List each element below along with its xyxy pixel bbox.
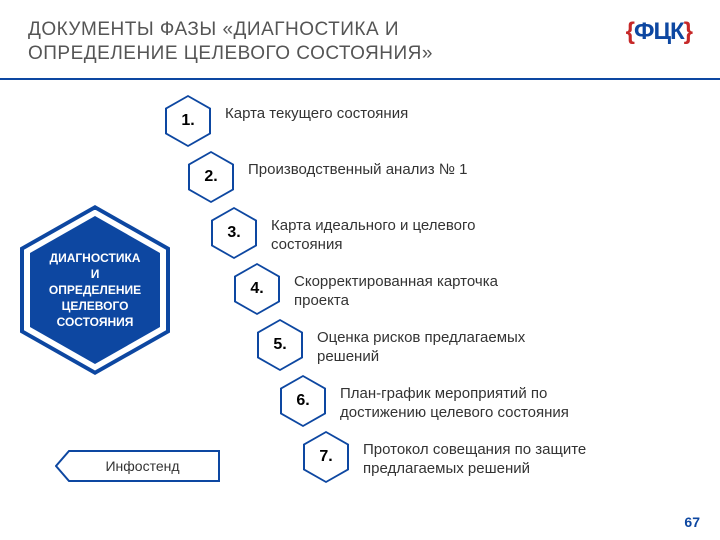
step-label: Карта идеального и целевого состояния [271,217,531,255]
step-label: Производственный анализ № 1 [248,161,467,180]
logo-right-bracket: } [684,18,692,45]
step-hexagon: 4. [234,263,280,315]
step-number: 1. [181,112,194,130]
header-divider [0,78,720,80]
info-stand-label: Инфостенд [55,458,220,474]
step-hexagon: 1. [165,95,211,147]
phase-hexagon-label: ДИАГНОСТИКА И ОПРЕДЕЛЕНИЕ ЦЕЛЕВОГО СОСТО… [49,250,141,331]
step-number: 6. [296,392,309,410]
step-number: 5. [273,336,286,354]
logo: {ФЦК} [626,18,692,46]
step-number: 7. [319,448,332,466]
phase-hexagon: ДИАГНОСТИКА И ОПРЕДЕЛЕНИЕ ЦЕЛЕВОГО СОСТО… [20,205,170,375]
page-title: ДОКУМЕНТЫ ФАЗЫ «ДИАГНОСТИКА И ОПРЕДЕЛЕНИ… [28,18,548,66]
step-label: Карта текущего состояния [225,105,408,124]
step-number: 3. [227,224,240,242]
logo-left-bracket: { [626,18,634,45]
logo-text: ФЦК [634,18,684,45]
info-stand-badge: Инфостенд [55,450,220,482]
step-hexagon: 5. [257,319,303,371]
step-hexagon: 6. [280,375,326,427]
step-number: 2. [204,168,217,186]
step-label: План-график мероприятий по достижению це… [340,385,600,423]
header: ДОКУМЕНТЫ ФАЗЫ «ДИАГНОСТИКА И ОПРЕДЕЛЕНИ… [0,0,720,74]
step-label: Оценка рисков предлагаемых решений [317,329,577,367]
step-hexagon: 3. [211,207,257,259]
step-number: 4. [250,280,263,298]
step-label: Протокол совещания по защите предлагаемы… [363,441,623,479]
page-number: 67 [684,514,700,530]
step-hexagon: 7. [303,431,349,483]
step-hexagon: 2. [188,151,234,203]
step-label: Скорректированная карточка проекта [294,273,554,311]
